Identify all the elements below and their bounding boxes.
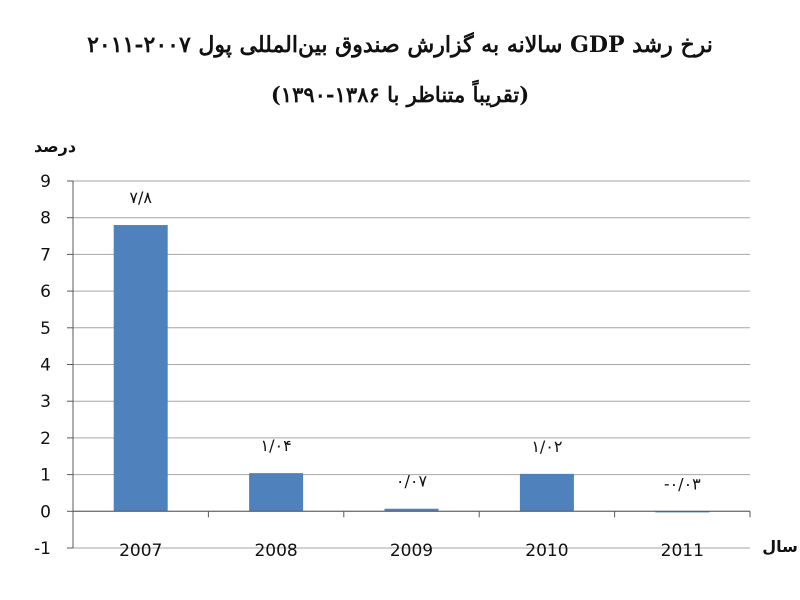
x-axis-label: سال	[762, 537, 798, 556]
y-tick-label: 3	[40, 392, 51, 412]
data-label: ۱/۰۴	[261, 436, 292, 455]
x-tick-label: 2007	[119, 541, 162, 561]
y-tick-label: 1	[40, 466, 51, 486]
x-tick-label: 2010	[525, 541, 568, 561]
bar-2011	[655, 511, 710, 513]
x-tick-label: 2009	[390, 541, 433, 561]
data-label: ۷/۸	[129, 188, 152, 207]
chart-subtitle: (تقریباً متناظر با ۱۳۸۶-۱۳۹۰)	[270, 82, 530, 107]
y-tick-label: 9	[40, 172, 51, 192]
y-tick-label: 4	[40, 356, 51, 376]
bars	[113, 225, 710, 513]
x-tick-label: 2011	[661, 541, 704, 561]
y-tick-label: 5	[40, 319, 51, 339]
bar-2007	[113, 225, 168, 512]
gridlines	[73, 180, 750, 549]
data-label: ۱/۰۲	[531, 437, 562, 456]
data-label: ۰/۰۷	[396, 472, 428, 491]
y-tick-label: 0	[40, 502, 51, 522]
bar-2010	[519, 473, 574, 512]
y-tick-label: 7	[40, 245, 51, 265]
labels: -1 0 1 2 3 4 5 6 7 8 9 2007 ۷/۸ 2008 ۱/۰۴ 2009 ۰/۰۷ 2010 ۱…	[34, 172, 704, 561]
bar-2009	[384, 508, 439, 512]
y-tick-label: 2	[40, 429, 51, 449]
x-tick-label: 2008	[254, 541, 297, 561]
y-tick-label: 6	[40, 282, 51, 302]
y-tick-label: -1	[34, 539, 51, 559]
axes	[67, 180, 751, 549]
y-axis-label: درصد	[34, 137, 76, 156]
bar-2008	[249, 473, 304, 512]
y-tick-label: 8	[40, 209, 51, 229]
data-label: -۰/۰۳	[664, 474, 701, 493]
chart-title: نرخ رشد GDP سالانه به گزارش صندوق بین‌ال…	[87, 32, 713, 58]
